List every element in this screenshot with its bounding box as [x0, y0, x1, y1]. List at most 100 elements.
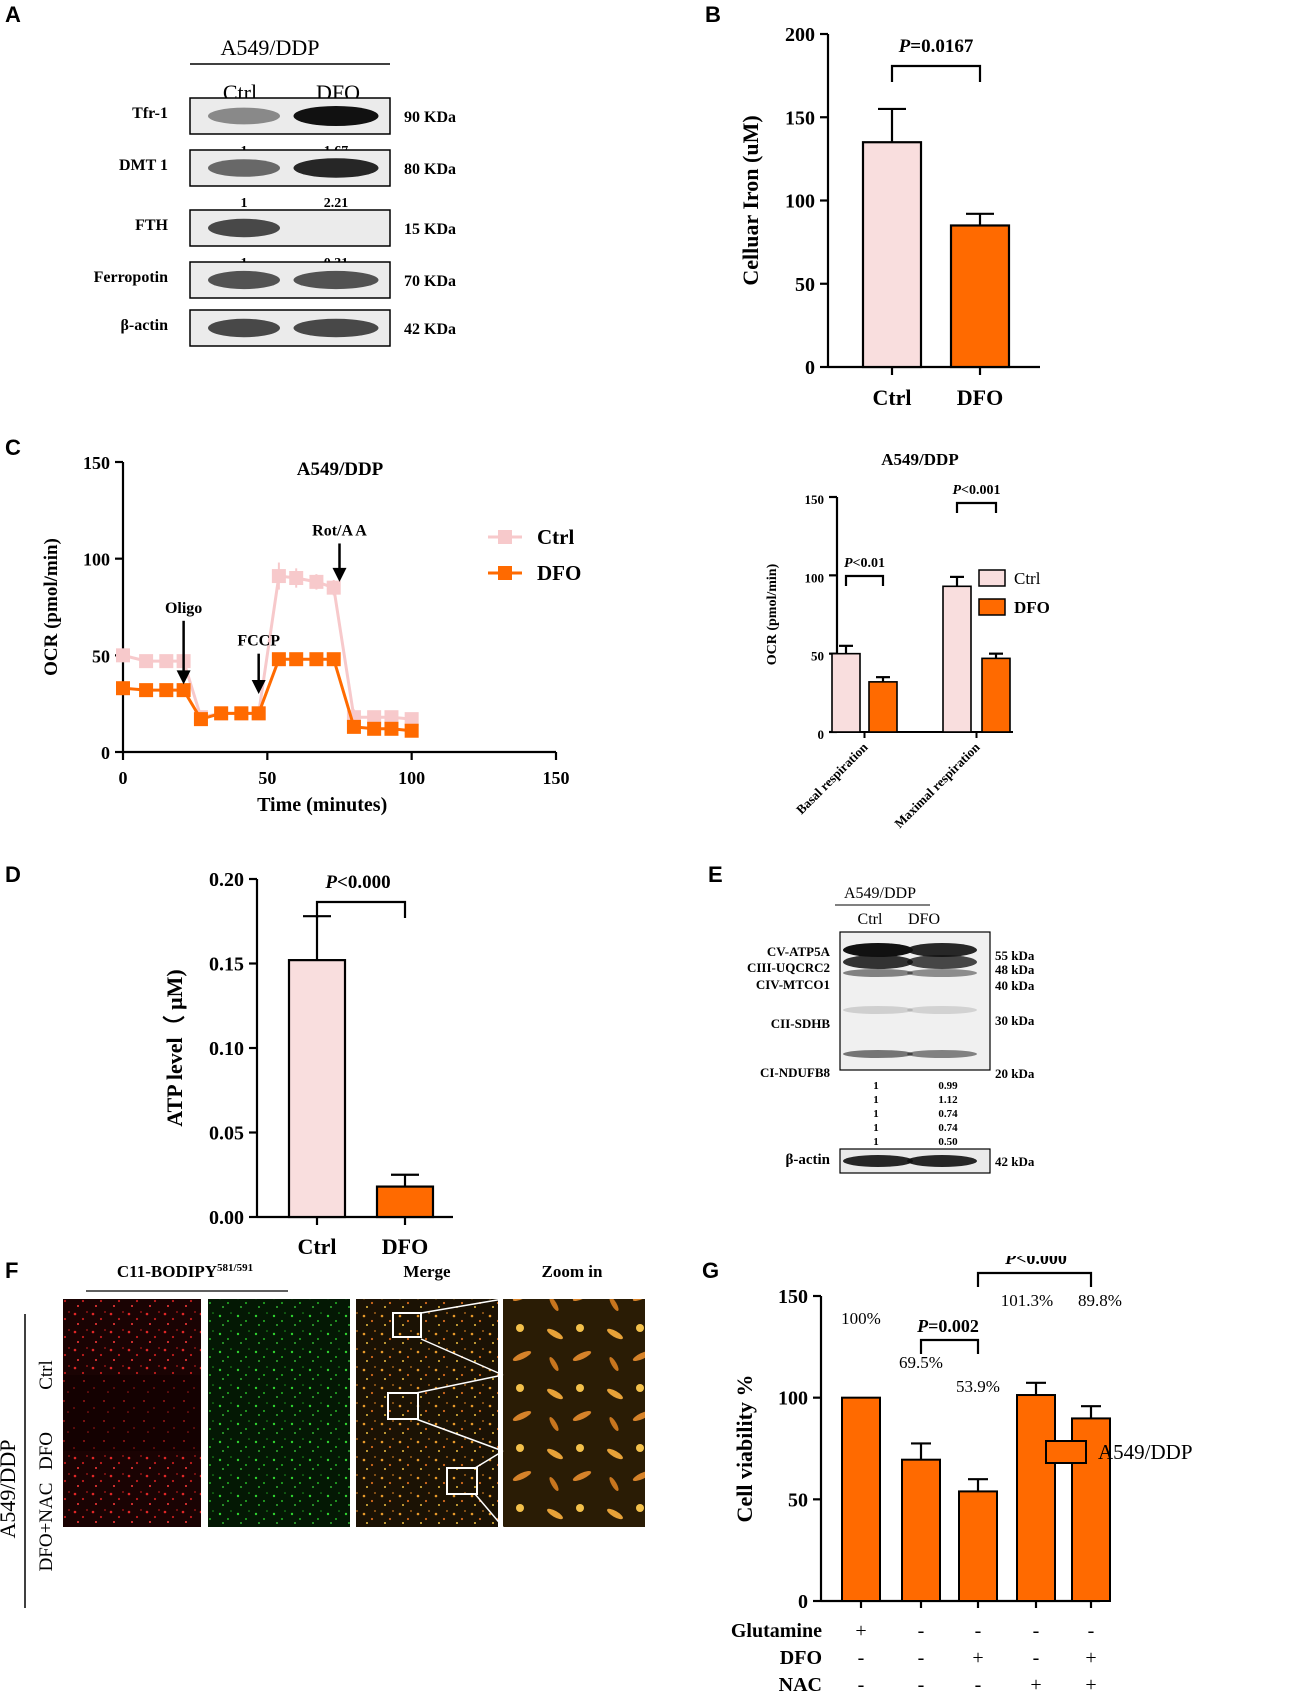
chart-c2-x-label: Basal respiration — [793, 739, 871, 817]
chart-g-bar — [958, 1490, 998, 1602]
panel-letter-g: G — [702, 1258, 719, 1283]
panel-f-zoom-line — [474, 1493, 504, 1528]
chart-c1-point — [176, 683, 191, 698]
blot-a-band — [293, 106, 379, 126]
chart-c2-sig-bracket — [955, 501, 998, 513]
panel-letter-d: D — [5, 862, 21, 887]
chart-c1-x-tick-label: 150 — [543, 768, 570, 788]
chart-c1-arrowhead — [332, 567, 347, 582]
chart-c1-annotation: Oligo — [165, 600, 202, 617]
chart-c1-legend-label: DFO — [537, 561, 581, 585]
chart-g-condition-sign: + — [1085, 1674, 1096, 1696]
chart-g-condition-sign: - — [858, 1674, 865, 1696]
chart-b-sig-label: P=0.0167 — [898, 36, 974, 57]
blot-a-band — [208, 218, 280, 238]
blot-e-quant-ctrl: 1 — [873, 1094, 879, 1106]
blot-e-band — [907, 943, 977, 957]
chart-b-y-tick-label: 0 — [805, 357, 815, 379]
blot-e-quant-ctrl: 1 — [873, 1122, 879, 1134]
chart-c1-point — [309, 574, 324, 589]
chart-c1-point — [289, 571, 304, 585]
chart-g-bar — [901, 1458, 941, 1602]
blot-e-size: 40 kDa — [995, 978, 1035, 993]
blot-e-size: 55 kDa — [995, 948, 1035, 963]
blot-e-label: CII-SDHB — [771, 1016, 831, 1031]
blot-e-quant-dfo: 0.99 — [938, 1080, 958, 1092]
chart-c2-bar — [942, 585, 972, 733]
blot-a-size: 42 KDa — [404, 321, 456, 338]
blot-e-quant-dfo: 0.74 — [938, 1108, 958, 1120]
chart-g-bar — [841, 1396, 881, 1602]
blot-a-quant-dfo: 2.21 — [324, 196, 349, 211]
chart-b-y-tick-label: 100 — [785, 191, 815, 213]
blot-e-size: 20 kDa — [995, 1066, 1035, 1081]
chart-c1-legend-marker — [498, 530, 512, 544]
blot-e-band — [843, 1006, 913, 1014]
chart-b-x-label: DFO — [957, 385, 1003, 410]
chart-g-condition-sign: - — [1033, 1620, 1040, 1642]
panel-f-microscopy: F C11-BODIPY581/591 Merge Zoom in A549/D… — [0, 1258, 645, 1608]
chart-c2-bar — [981, 657, 1011, 733]
panel-f-red-image — [63, 1375, 201, 1451]
panel-f-zoom-line — [474, 1450, 504, 1469]
panel-f-zoom-image — [503, 1375, 645, 1451]
chart-g-condition-label: NAC — [779, 1674, 822, 1696]
blot-e-quant-ctrl: 1 — [873, 1136, 879, 1148]
blot-e-size: 30 kDa — [995, 1013, 1035, 1028]
chart-c2-y-tick-label: 0 — [818, 727, 825, 742]
panel-f-row-label: DFO — [36, 1432, 57, 1470]
chart-c2-legend-label: DFO — [1014, 598, 1050, 617]
panel-a-western-blot: A A549/DDP Ctrl DFO Tfr-190 KDa11.67DMT … — [5, 2, 456, 347]
panel-f-green-image — [208, 1299, 350, 1375]
chart-c1-x-tick-label: 100 — [398, 768, 425, 788]
chart-d-y-label: ATP level（ μM) — [162, 969, 187, 1126]
chart-c1-arrowhead — [251, 680, 266, 694]
chart-c2-x-label: Maximal respiration — [891, 739, 983, 831]
chart-g-y-tick-label: 100 — [778, 1388, 808, 1410]
blot-a-band — [208, 270, 280, 290]
blot-a-band — [208, 318, 280, 338]
chart-b-y-tick-label: 200 — [785, 24, 815, 46]
chart-g-condition-sign: - — [918, 1674, 925, 1696]
blot-a-size: 90 KDa — [404, 109, 456, 126]
chart-c1-point — [271, 569, 286, 584]
chart-c1-point — [346, 719, 361, 734]
chart-b-bar — [861, 141, 923, 369]
chart-g-bar — [1016, 1394, 1056, 1602]
chart-g-sig-label: P<0.000 — [1004, 1256, 1067, 1268]
blot-e-band — [907, 969, 977, 977]
chart-g-condition-sign: + — [1030, 1674, 1041, 1696]
chart-g-value-label: 100% — [841, 1309, 881, 1328]
chart-c2-y-tick-label: 50 — [811, 649, 824, 664]
chart-c1-annotation: FCCP — [237, 633, 280, 650]
panel-letter-c: C — [5, 435, 21, 460]
chart-c1-arrowhead — [176, 670, 191, 685]
chart-c1-point — [326, 580, 341, 595]
chart-c2-sig-label: P<0.01 — [844, 556, 885, 571]
chart-g-sig-label: P=0.002 — [916, 1316, 979, 1336]
panel-f-zoom-line — [420, 1298, 504, 1314]
panel-f-stain-sup: 581/591 — [217, 1262, 253, 1274]
chart-g-y-tick-label: 150 — [778, 1286, 808, 1308]
chart-c1-point — [139, 683, 154, 698]
panel-f-green-image — [208, 1375, 350, 1451]
chart-g-condition-sign: - — [918, 1647, 925, 1669]
blot-e-label: CIV-MTCO1 — [756, 977, 830, 992]
blot-e-band — [907, 955, 977, 969]
chart-c1-legend-marker — [498, 566, 512, 580]
chart-c2-legend-label: Ctrl — [1014, 569, 1041, 588]
chart-c1-point — [251, 706, 266, 721]
chart-g-condition-sign: - — [1088, 1620, 1095, 1642]
chart-c2-legend-swatch — [978, 569, 1006, 587]
blot-a-label: β-actin — [120, 317, 168, 334]
blot-e-quant-ctrl: 1 — [873, 1108, 879, 1120]
chart-c2-bar — [831, 652, 861, 733]
chart-d-y-tick-label: 0.00 — [209, 1207, 244, 1229]
chart-g-condition-label: DFO — [780, 1647, 822, 1669]
blot-e-band — [843, 955, 913, 969]
blot-e-quant-dfo: 0.74 — [938, 1122, 958, 1134]
panel-f-green-image — [208, 1451, 350, 1527]
blot-a-band — [208, 107, 280, 125]
chart-d-bar — [287, 959, 347, 1219]
panel-f-merge-image — [356, 1375, 498, 1451]
